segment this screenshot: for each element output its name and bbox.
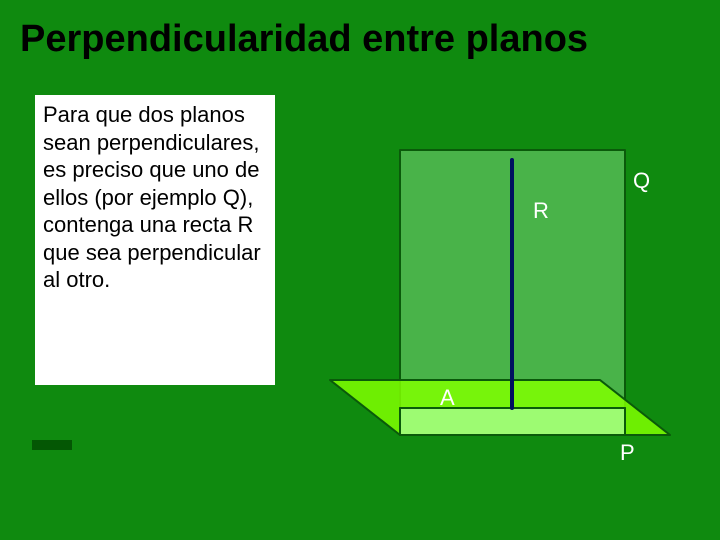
- footer-accent: [32, 440, 72, 450]
- label-r: R: [533, 198, 549, 224]
- planes-diagram: Q R A P: [290, 120, 700, 480]
- explanation-text: Para que dos planos sean perpendiculares…: [43, 101, 267, 294]
- slide: Perpendicularidad entre planos Para que …: [0, 0, 720, 540]
- page-title: Perpendicularidad entre planos: [20, 18, 588, 61]
- label-a: A: [440, 385, 455, 411]
- label-p: P: [620, 440, 635, 466]
- label-q: Q: [633, 168, 650, 194]
- explanation-textbox: Para que dos planos sean perpendiculares…: [35, 95, 275, 385]
